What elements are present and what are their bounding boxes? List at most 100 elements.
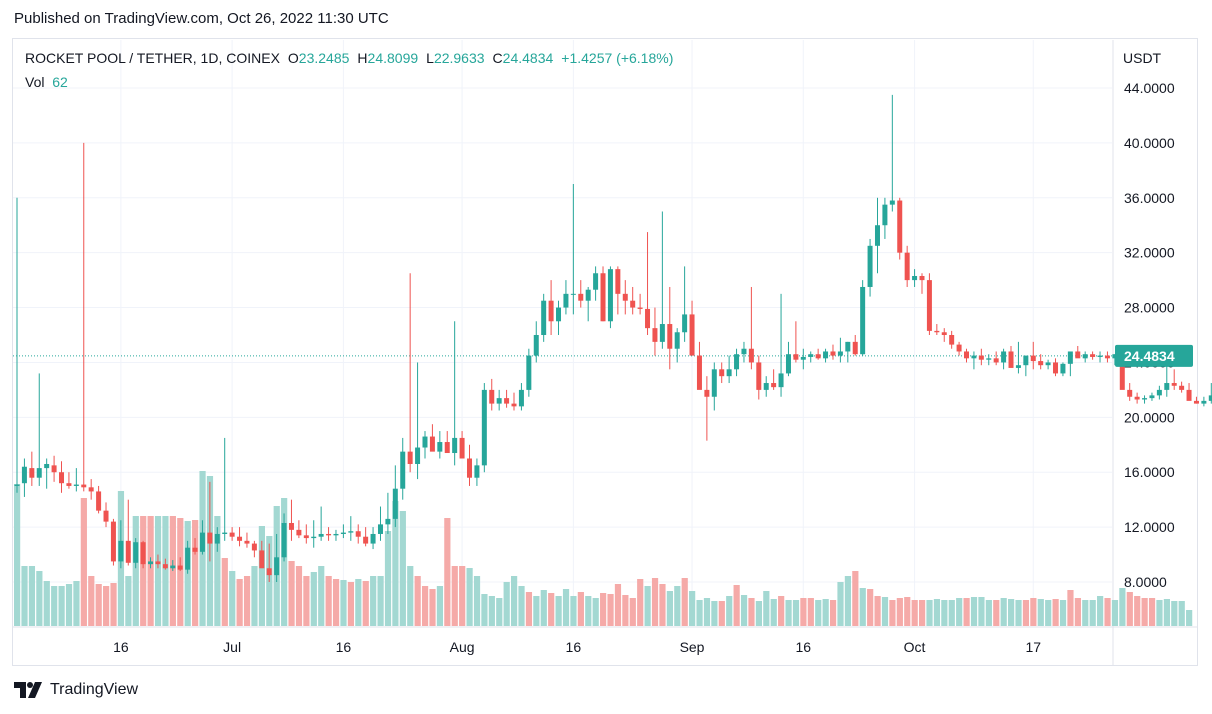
volume-bar: [132, 516, 139, 626]
candle-body: [155, 561, 161, 565]
symbol-title: ROCKET POOL / TETHER, 1D, COINEX: [25, 50, 280, 66]
candle-body: [66, 483, 72, 486]
y-tick-label: 20.0000: [1124, 409, 1175, 425]
x-tick-label: Sep: [680, 639, 705, 655]
change-value: +1.4257 (+6.18%): [561, 50, 674, 66]
volume-bar: [436, 586, 444, 626]
candle: [118, 520, 124, 569]
candle: [177, 557, 183, 572]
candle-body: [1015, 365, 1021, 368]
volume-bar: [473, 576, 481, 626]
volume-bar: [36, 571, 43, 626]
volume-bar: [466, 568, 473, 626]
candle: [600, 266, 606, 322]
candle: [207, 481, 213, 562]
volume-bar: [503, 582, 510, 626]
volume-value: 62: [52, 74, 68, 90]
candle-body: [570, 293, 576, 295]
candle: [422, 431, 428, 459]
candle-body: [793, 354, 799, 360]
volume-bar: [14, 484, 21, 626]
candle-body: [88, 487, 94, 492]
candle-body: [1045, 362, 1051, 366]
candle-body: [1030, 355, 1036, 362]
candle: [719, 362, 725, 384]
candle-body: [986, 358, 992, 360]
candle: [1208, 383, 1212, 404]
candle-body: [1193, 400, 1199, 404]
open-label: O: [287, 50, 299, 66]
candle: [96, 485, 102, 514]
candle: [326, 527, 332, 541]
volume-bar: [1067, 590, 1074, 626]
candle-body: [266, 568, 272, 576]
volume-bar: [229, 571, 236, 626]
candle: [170, 560, 176, 572]
candle: [1142, 395, 1148, 404]
volume-bar: [407, 566, 414, 626]
candle-body: [1104, 355, 1110, 359]
volume-bar: [384, 531, 392, 626]
volume-bar: [859, 588, 866, 626]
candle-body: [162, 564, 168, 569]
candle-body: [1127, 389, 1133, 397]
candle: [125, 499, 131, 566]
candle: [815, 348, 821, 360]
candle-body: [504, 398, 510, 404]
candle: [66, 472, 72, 489]
candle: [1053, 358, 1059, 377]
volume-bar: [1141, 598, 1148, 626]
candle-body: [978, 355, 984, 360]
candle-body: [741, 348, 747, 355]
candle-body: [296, 529, 302, 536]
candle: [192, 538, 198, 555]
candle: [504, 389, 510, 408]
x-tick-label: 16: [796, 639, 812, 655]
volume-bar: [689, 591, 696, 626]
tradingview-logo-icon: [14, 682, 42, 698]
candle-body: [689, 314, 695, 356]
candle-body: [704, 389, 710, 397]
candle: [541, 293, 547, 342]
candle-body: [615, 269, 621, 294]
volume-bar: [303, 576, 310, 626]
candle: [682, 266, 688, 342]
candle: [823, 348, 829, 363]
candle: [689, 300, 695, 356]
candle: [1045, 359, 1051, 370]
candle: [73, 468, 79, 492]
volume-bar: [95, 584, 102, 626]
candle: [659, 211, 665, 349]
candle: [1156, 385, 1162, 400]
y-tick-label: 40.0000: [1124, 135, 1175, 151]
volume-bar: [1030, 598, 1037, 626]
volume-bar: [570, 596, 577, 626]
candle: [741, 341, 747, 363]
candle: [1112, 354, 1118, 366]
candle-body: [667, 324, 673, 349]
volume-bar: [488, 596, 495, 626]
volume-bar: [807, 598, 814, 626]
candle-body: [1112, 354, 1118, 359]
candle: [845, 341, 851, 363]
close-value: 24.4834: [502, 50, 554, 66]
y-tick-label: 28.0000: [1124, 300, 1175, 316]
candle-body: [726, 369, 732, 377]
tradingview-brand[interactable]: TradingView: [14, 681, 138, 699]
volume-bar: [614, 584, 622, 626]
candle: [1082, 351, 1088, 363]
candle: [199, 520, 205, 555]
candle: [214, 527, 220, 552]
candle: [978, 348, 984, 366]
candle-body: [1179, 385, 1185, 390]
volume-bar: [644, 586, 651, 626]
candle-body: [1008, 351, 1014, 368]
volume-bar: [592, 598, 599, 626]
x-tick-label: 17: [1025, 639, 1041, 655]
candle-body: [400, 451, 406, 489]
candle: [385, 492, 391, 534]
candle-body: [860, 286, 866, 355]
candle-body: [51, 465, 57, 473]
volume-bar: [80, 498, 87, 626]
